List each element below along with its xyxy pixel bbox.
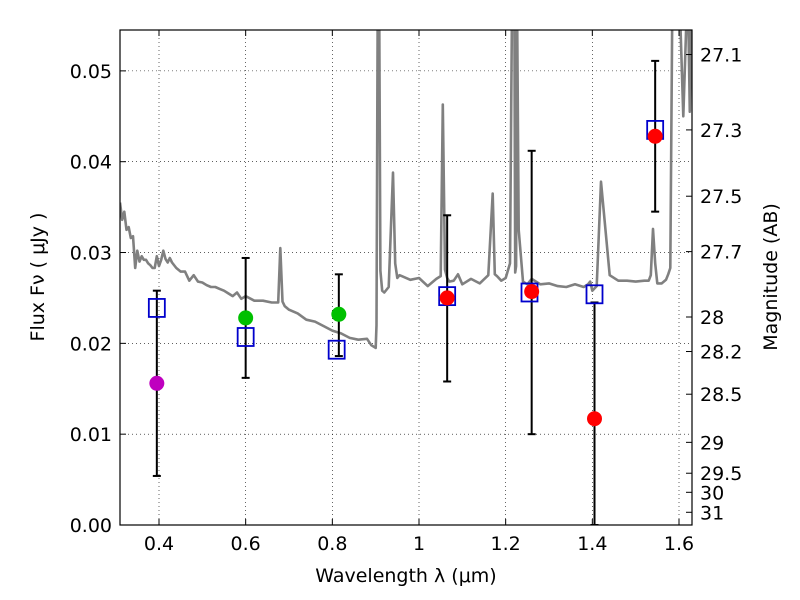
y2-tick-label: 27.5 xyxy=(700,186,742,208)
y-tick-label: 0.05 xyxy=(70,61,112,83)
x-axis-label: Wavelength λ (μm) xyxy=(315,565,496,587)
y2-tick-label: 27.7 xyxy=(700,242,742,264)
model-point xyxy=(147,298,166,318)
y2-tick-label: 27.1 xyxy=(700,45,742,67)
y2-tick-label: 29 xyxy=(700,432,724,454)
x-tick-label: 1.4 xyxy=(577,533,607,555)
y2-axis-label: Magnitude (AB) xyxy=(760,203,782,351)
model-point xyxy=(327,339,346,360)
y2-tick-label: 28.5 xyxy=(700,384,742,406)
observed-point xyxy=(331,306,347,322)
x-tick-label: 0.8 xyxy=(317,533,347,555)
y2-tick-label: 29.5 xyxy=(700,463,742,485)
observed-point xyxy=(439,290,455,306)
x-tick-label: 1.2 xyxy=(491,533,521,555)
y-tick-label: 0.02 xyxy=(70,333,112,355)
observed-point xyxy=(238,310,254,326)
observed-point xyxy=(524,284,540,300)
x-axis: 0.4 0.6 0.8 1 1.2 1.4 1.6 xyxy=(144,30,694,555)
x-tick-label: 1.6 xyxy=(664,533,694,555)
y2-tick-label: 31 xyxy=(700,502,724,524)
y-tick-label: 0.01 xyxy=(70,424,112,446)
x-tick-label: 1 xyxy=(413,533,425,555)
y2-tick-label: 30 xyxy=(700,482,724,504)
y-tick-label: 0.04 xyxy=(70,152,112,174)
model-point xyxy=(236,327,255,347)
y2-tick-label: 27.3 xyxy=(700,120,742,142)
spectrum-line xyxy=(120,30,692,350)
y2-tick-label: 28.2 xyxy=(700,342,742,364)
y-axis-label: Flux Fν ( μJy ) xyxy=(27,213,49,342)
observed-point xyxy=(647,128,663,144)
y-axis: 0.00 0.01 0.02 0.03 0.04 0.05 xyxy=(70,61,126,537)
model-point xyxy=(585,284,604,305)
x-tick-label: 0.6 xyxy=(231,533,261,555)
plot-area xyxy=(120,30,692,525)
plot-frame xyxy=(119,29,693,526)
y-tick-label: 0.03 xyxy=(70,243,112,265)
observed-point xyxy=(149,375,165,391)
observed-point xyxy=(587,411,602,427)
y-tick-label: 0.00 xyxy=(70,515,112,537)
y2-tick-label: 28 xyxy=(700,307,724,329)
x-tick-label: 0.4 xyxy=(144,533,174,555)
